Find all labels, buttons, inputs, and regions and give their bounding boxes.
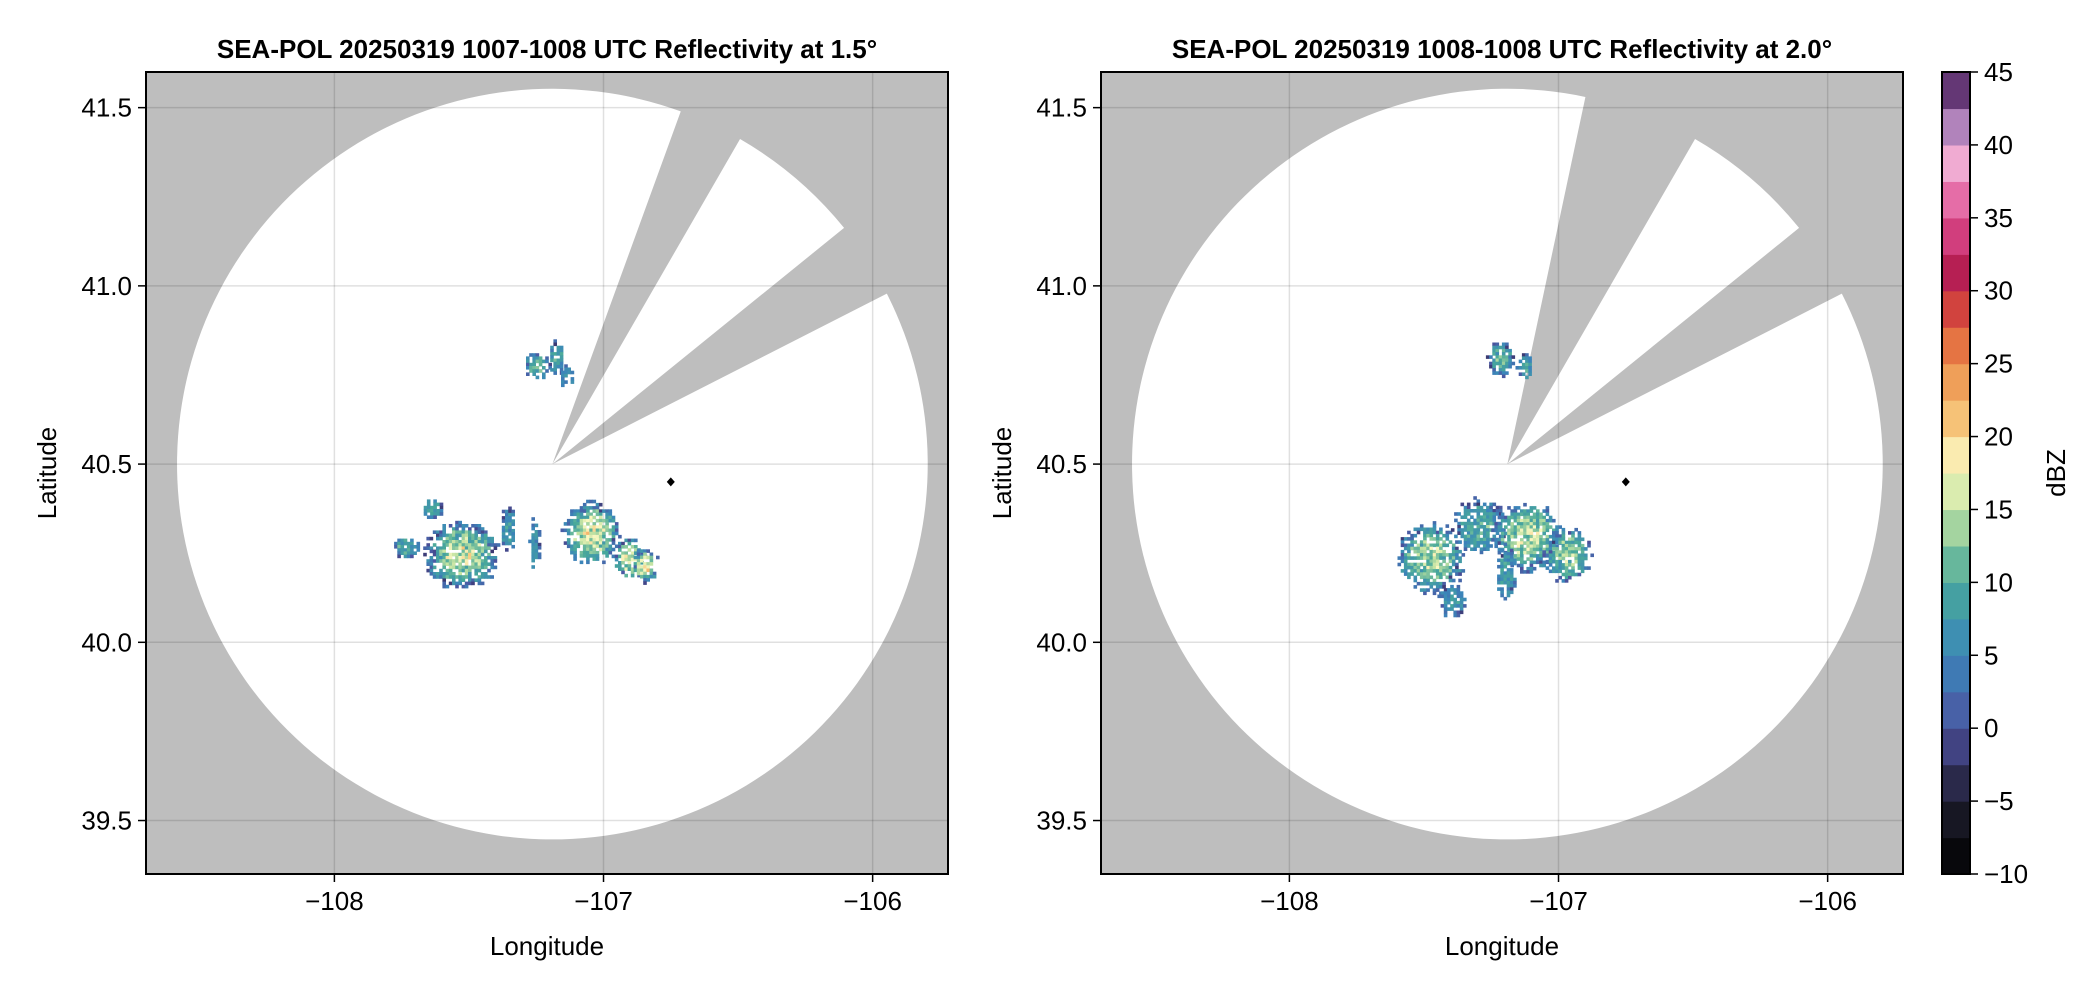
colorbar-swatches (1942, 72, 1970, 875)
x-axis: −108 −107 −106 (1260, 874, 1857, 916)
y-tick-label: 40.5 (81, 449, 132, 479)
colorbar-swatch (1942, 108, 1970, 146)
radar-panel-right: SEA-POL 20250319 1008-1008 UTC Reflectiv… (987, 34, 1904, 961)
x-tick-label: −108 (1260, 886, 1319, 916)
echo-cluster (1497, 542, 1517, 601)
x-axis: −108 −107 −106 (305, 874, 902, 916)
x-tick-label: −106 (843, 886, 902, 916)
y-axis-label: Latitude (987, 427, 1017, 520)
colorbar-tick-label: 45 (1984, 57, 2013, 87)
colorbar-label: dBZ (2041, 449, 2071, 497)
colorbar: −10 −5 0 5 10 15 20 25 30 35 40 45 dBZ (1941, 57, 2071, 889)
colorbar-swatch (1942, 728, 1970, 766)
radar-panel-left: SEA-POL 20250319 1007-1008 UTC Reflectiv… (32, 34, 949, 961)
x-tick-label: −108 (305, 886, 364, 916)
chart-title: SEA-POL 20250319 1007-1008 UTC Reflectiv… (217, 34, 877, 64)
colorbar-swatch (1942, 363, 1970, 401)
colorbar-swatch (1942, 764, 1970, 802)
colorbar-swatch (1942, 436, 1970, 474)
colorbar-tick-label: 10 (1984, 567, 2013, 597)
colorbar-swatch (1942, 618, 1970, 656)
site-marker (666, 477, 675, 487)
y-tick-label: 39.5 (81, 806, 132, 836)
echo-cluster (423, 520, 501, 589)
plot-frame (145, 71, 949, 875)
colorbar-tick-label: 15 (1984, 494, 2013, 524)
colorbar-swatch (1942, 72, 1970, 110)
y-axis: 39.5 40.0 40.5 41.0 41.5 (81, 93, 146, 836)
y-tick-label: 41.0 (81, 271, 132, 301)
y-tick-label: 41.5 (81, 93, 132, 123)
colorbar-swatch (1942, 837, 1970, 875)
grid (146, 72, 948, 874)
echo-cluster (1450, 496, 1506, 555)
colorbar-tick-label: 40 (1984, 130, 2013, 160)
x-tick-label: −106 (1798, 886, 1857, 916)
x-tick-label: −107 (1529, 886, 1588, 916)
x-tick-label: −107 (574, 886, 633, 916)
colorbar-swatch (1942, 473, 1970, 511)
echo-cluster (561, 364, 575, 388)
site-marker (1621, 477, 1630, 487)
colorbar-swatch (1942, 400, 1970, 438)
radar-coverage (177, 88, 928, 840)
echo-cluster (633, 549, 660, 585)
colorbar-swatch (1942, 181, 1970, 219)
y-tick-label: 40.0 (1036, 627, 1087, 657)
y-tick-label: 40.5 (1036, 449, 1087, 479)
echo-cluster (423, 499, 444, 519)
colorbar-swatch (1942, 655, 1970, 693)
y-axis: 39.5 40.0 40.5 41.0 41.5 (1036, 93, 1101, 836)
colorbar-tick-label: 25 (1984, 349, 2013, 379)
echo-cluster (1397, 521, 1466, 596)
echo-layer (1397, 342, 1594, 618)
colorbar-tick-label: 20 (1984, 422, 2013, 452)
colorbar-swatch (1942, 290, 1970, 328)
colorbar-swatch (1942, 217, 1970, 255)
grid (1101, 72, 1903, 874)
chart-title: SEA-POL 20250319 1008-1008 UTC Reflectiv… (1172, 34, 1832, 64)
plot-area (146, 72, 948, 874)
colorbar-swatch (1942, 545, 1970, 583)
echo-cluster (560, 499, 622, 565)
colorbar-swatch (1942, 801, 1970, 839)
colorbar-swatch (1942, 691, 1970, 729)
y-axis-label: Latitude (32, 427, 62, 520)
x-axis-label: Longitude (1445, 931, 1559, 961)
colorbar-frame (1941, 71, 1971, 875)
y-tick-label: 41.5 (1036, 93, 1087, 123)
colorbar-tick-label: 30 (1984, 276, 2013, 306)
colorbar-tick-label: 0 (1984, 713, 1998, 743)
colorbar-swatch (1942, 582, 1970, 620)
y-tick-label: 40.0 (81, 627, 132, 657)
colorbar-ticks: −10 −5 0 5 10 15 20 25 30 35 40 45 (1970, 57, 2028, 889)
radar-coverage (1132, 88, 1883, 840)
echo-cluster (611, 538, 648, 578)
echo-layer (394, 339, 660, 589)
y-tick-label: 41.0 (1036, 271, 1087, 301)
colorbar-swatch (1942, 509, 1970, 547)
echo-cluster (1485, 342, 1516, 379)
colorbar-tick-label: 35 (1984, 203, 2013, 233)
echo-cluster (526, 353, 552, 380)
colorbar-tick-label: 5 (1984, 640, 1998, 670)
echo-cluster (501, 506, 515, 552)
colorbar-tick-label: −5 (1984, 786, 2014, 816)
echo-cluster (550, 339, 564, 375)
echo-cluster (394, 538, 421, 559)
echo-cluster (528, 517, 542, 569)
x-axis-label: Longitude (490, 931, 604, 961)
echo-cluster (1437, 584, 1467, 618)
colorbar-tick-label: −10 (1984, 859, 2028, 889)
colorbar-swatch (1942, 327, 1970, 365)
echo-cluster (1542, 527, 1594, 583)
plot-frame (1100, 71, 1904, 875)
y-tick-label: 39.5 (1036, 806, 1087, 836)
echo-cluster (1515, 353, 1532, 380)
colorbar-swatch (1942, 254, 1970, 292)
colorbar-swatch (1942, 144, 1970, 182)
plot-area (1101, 72, 1903, 874)
